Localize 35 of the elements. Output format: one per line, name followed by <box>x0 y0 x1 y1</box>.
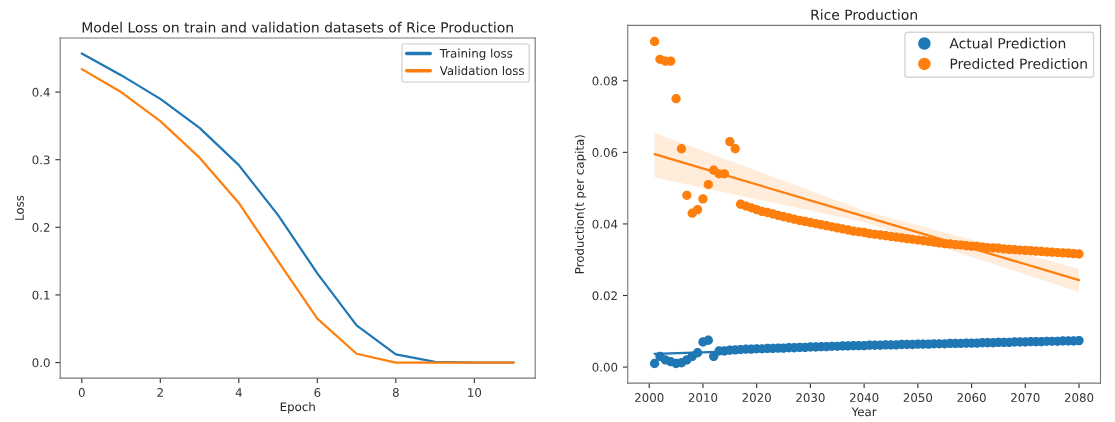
x-tick-label: 2000 <box>635 393 664 403</box>
x-tick-label: 6 <box>314 388 321 397</box>
x-tick-label: 2 <box>157 388 163 397</box>
y-tick-label: 0.00 <box>592 362 618 372</box>
y-tick-label: 0.08 <box>592 76 618 86</box>
x-tick-label: 10 <box>468 388 482 397</box>
x-tick-label: 2030 <box>796 393 825 403</box>
x-axis-title: Year <box>851 407 877 417</box>
x-tick-label: 2050 <box>903 393 933 403</box>
y-axis-title: Production(t per capita) <box>574 135 587 274</box>
y-tick-label: 0.3 <box>32 155 50 165</box>
x-tick-label: 2040 <box>849 393 879 403</box>
legend-label: Training loss <box>439 48 513 61</box>
chart-title: Rice Production <box>811 9 917 20</box>
y-tick-label: 0.0 <box>32 358 50 368</box>
x-tick-label: 0 <box>78 388 85 397</box>
x-tick-label: 8 <box>392 388 399 397</box>
y-tick-label: 0.06 <box>592 148 618 158</box>
legend-label: Validation loss <box>439 65 524 76</box>
x-tick-label: 2070 <box>1011 393 1040 403</box>
x-tick-label: 4 <box>235 388 242 397</box>
y-tick-label: 0.1 <box>32 290 50 300</box>
y-tick-label: 0.02 <box>592 291 617 301</box>
y-tick-label: 0.4 <box>32 87 50 97</box>
x-tick-label: 2060 <box>957 393 986 403</box>
x-tick-label: 2010 <box>688 393 718 403</box>
y-tick-label: 0.04 <box>592 219 618 229</box>
x-tick-label: 2080 <box>1064 393 1094 403</box>
y-axis-title: Loss <box>15 195 24 220</box>
y-tick-label: 0.2 <box>32 223 50 232</box>
x-axis-title: Epoch <box>280 402 315 414</box>
chart-title: Model Loss on train and validation datasets of Rice Production <box>82 21 513 33</box>
legend-label: Actual Prediction <box>949 37 1066 49</box>
x-tick-label: 2020 <box>742 393 771 403</box>
legend-label: Predicted Prediction <box>950 58 1087 69</box>
